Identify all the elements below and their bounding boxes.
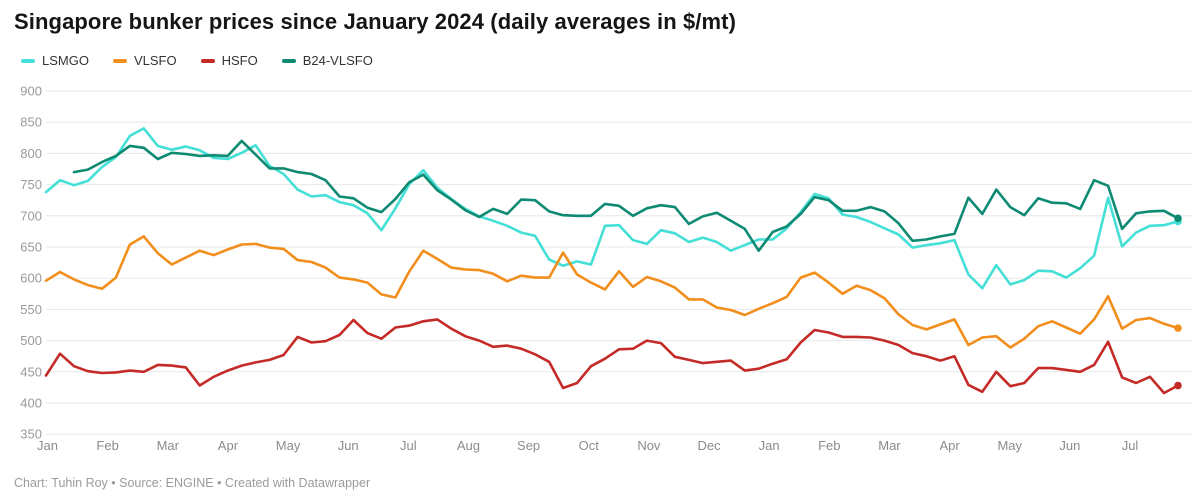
legend-label-hsfo: HSFO	[221, 53, 258, 68]
x-axis-month-label: Jul	[1122, 438, 1139, 453]
legend-item-b24-vlsfo: B24-VLSFO	[281, 53, 373, 68]
legend-item-hsfo: HSFO	[200, 53, 258, 68]
x-axis-month-label: Jun	[1059, 438, 1080, 453]
y-axis-tick-label: 900	[20, 84, 42, 99]
x-axis-month-label: Feb	[96, 438, 118, 453]
x-axis-month-label: May	[997, 438, 1022, 453]
legend-item-vlsfo: VLSFO	[112, 53, 177, 68]
x-axis-month-label: Jul	[400, 438, 417, 453]
chart-title: Singapore bunker prices since January 20…	[14, 9, 737, 34]
x-axis-month-label: Sep	[517, 438, 540, 453]
y-axis-tick-label: 400	[20, 396, 42, 411]
x-axis-month-label: May	[276, 438, 301, 453]
y-axis-tick-label: 600	[20, 271, 42, 286]
x-axis-month-label: Jun	[338, 438, 359, 453]
legend-item-lsmgo: LSMGO	[21, 54, 89, 68]
y-axis-tick-label: 700	[20, 208, 42, 223]
x-axis-month-label: Apr	[939, 438, 960, 453]
y-axis-tick-label: 850	[20, 115, 42, 130]
y-axis-tick-label: 500	[20, 333, 42, 348]
b24-vlsfo-swatch-icon	[281, 59, 296, 63]
x-axis-month-label: Apr	[218, 438, 239, 453]
y-axis-tick-label: 550	[20, 302, 42, 317]
x-axis-month-label: Jan	[759, 438, 780, 453]
hsfo-swatch-icon	[200, 59, 215, 63]
line-hsfo	[44, 318, 1180, 395]
legend: LSMGO VLSFO HSFO B24-VLSFO	[21, 54, 373, 68]
legend-label-lsmgo: LSMGO	[42, 53, 89, 68]
line-b24-vlsfo	[72, 139, 1180, 252]
x-axis-month-label: Aug	[457, 438, 480, 453]
x-axis-month-label: Mar	[157, 438, 180, 453]
lsmgo-swatch-icon	[21, 59, 35, 63]
x-axis-month-label: Oct	[579, 438, 600, 453]
legend-label-b24-vlsfo: B24-VLSFO	[302, 53, 373, 68]
y-axis-tick-label: 650	[20, 240, 42, 255]
endpoint-dot-hsfo	[1174, 381, 1182, 390]
endpoint-dot-b24-vlsfo	[1174, 214, 1182, 223]
y-axis-tick-label: 450	[20, 364, 42, 379]
y-axis-tick-label: 800	[20, 146, 42, 161]
y-axis-tick-label: 350	[20, 427, 42, 442]
endpoint-dot-vlsfo	[1174, 324, 1182, 332]
legend-label-vlsfo: VLSFO	[133, 53, 177, 68]
x-axis-month-label: Dec	[697, 438, 721, 453]
line-vlsfo	[44, 235, 1180, 349]
x-axis-month-label: Feb	[818, 438, 840, 453]
line-lsmgo	[44, 127, 1180, 290]
x-axis-month-label: Jan	[37, 438, 58, 453]
vlsfo-swatch-icon	[112, 59, 127, 63]
chart-footer: Chart: Tuhin Roy • Source: ENGINE • Crea…	[14, 476, 371, 490]
y-axis-tick-label: 750	[20, 177, 42, 192]
x-axis-month-label: Nov	[637, 438, 661, 453]
x-axis-month-label: Mar	[878, 438, 901, 453]
